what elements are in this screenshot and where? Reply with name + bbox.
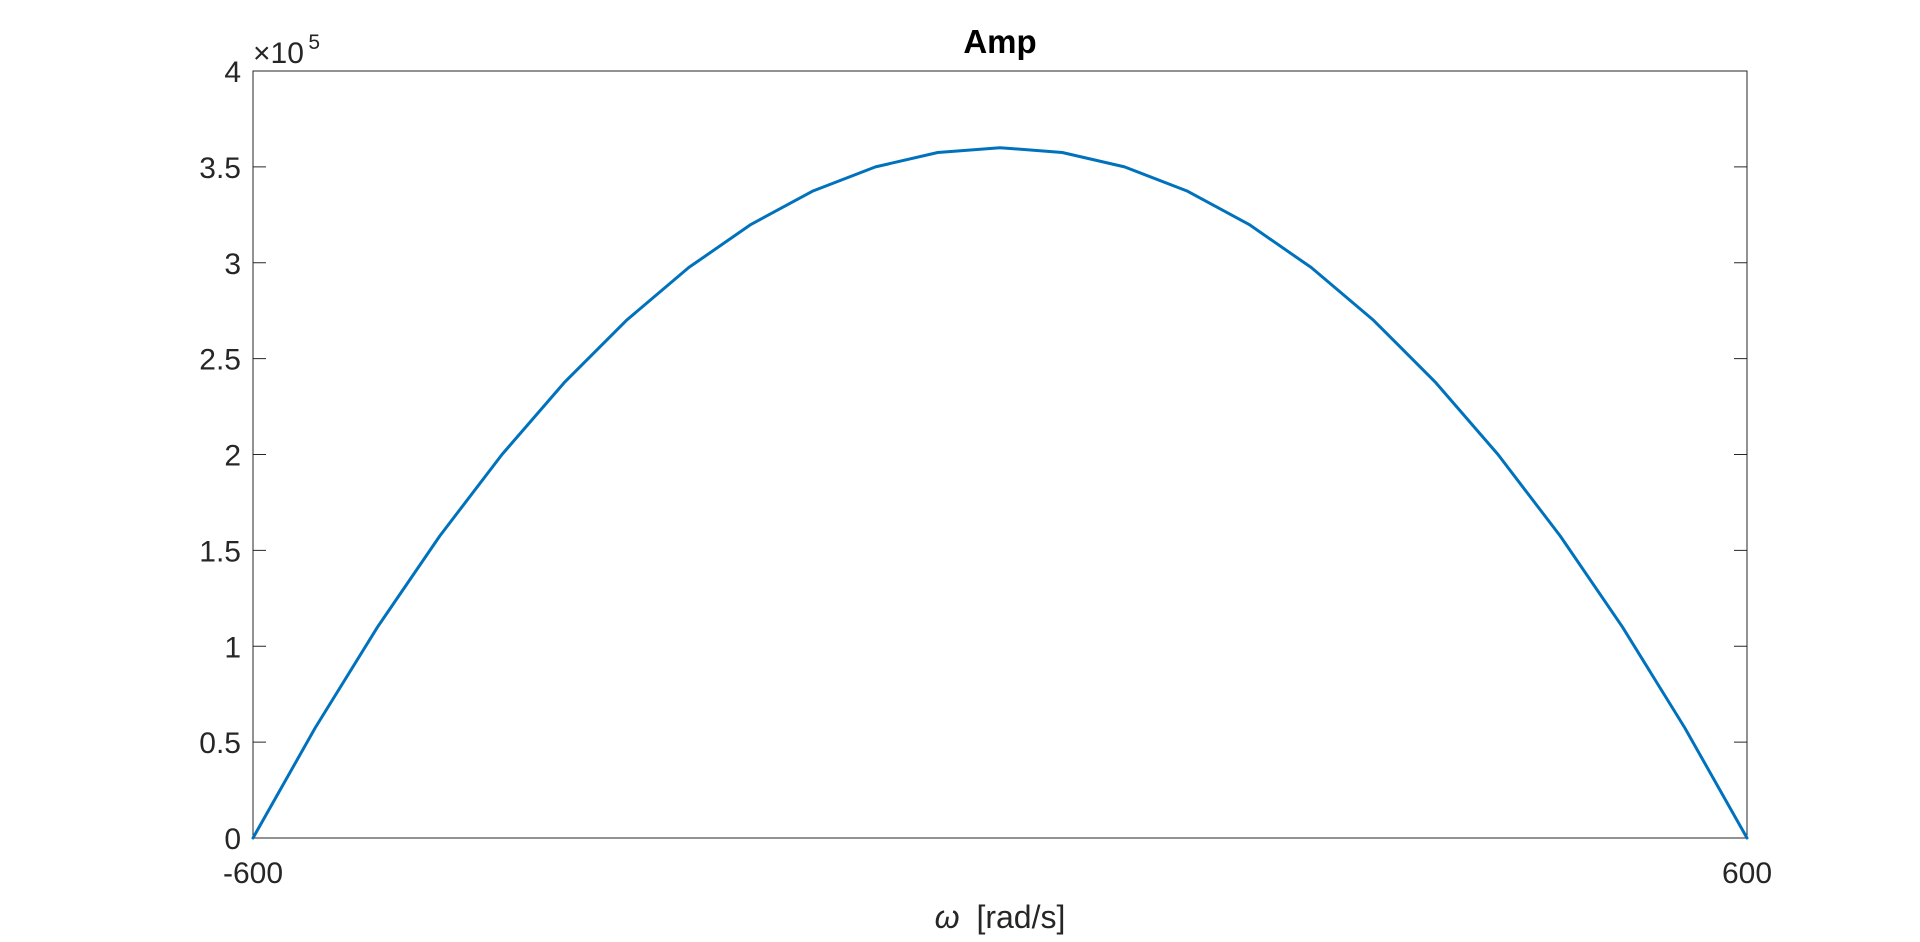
y-tick-label: 1 — [224, 631, 241, 664]
y-tick-label: 3.5 — [199, 152, 241, 185]
x-tick-label: 600 — [1722, 857, 1772, 890]
x-axis-label-symbol: ω — [935, 899, 960, 935]
y-tick-label: 2.5 — [199, 344, 241, 377]
y-tick-label: 0 — [224, 823, 241, 856]
y-exponent-prefix: ×10 — [253, 37, 304, 70]
x-axis-label: ω [rad/s] — [935, 899, 1066, 935]
plot-series — [251, 146, 1749, 840]
y-tick-label: 0.5 — [199, 727, 241, 760]
tick-labels: 0 0.5 1 1.5 2 2.5 3 3.5 4 -600 600 — [199, 56, 1772, 890]
y-tick-label: 2 — [224, 440, 241, 473]
chart-title: Amp — [963, 23, 1036, 60]
axes-box — [252, 70, 1748, 839]
x-tick-label: -600 — [223, 857, 283, 890]
x-axis-label-units: [rad/s] — [976, 899, 1065, 935]
y-exponent-power: 5 — [308, 31, 320, 54]
y-axis-exponent: ×10 5 — [253, 31, 320, 70]
y-tick-label: 4 — [224, 56, 241, 89]
series-line — [251, 146, 1749, 840]
y-tick-label: 1.5 — [199, 535, 241, 568]
axis-ticks — [252, 70, 1748, 839]
y-tick-label: 3 — [224, 248, 241, 281]
